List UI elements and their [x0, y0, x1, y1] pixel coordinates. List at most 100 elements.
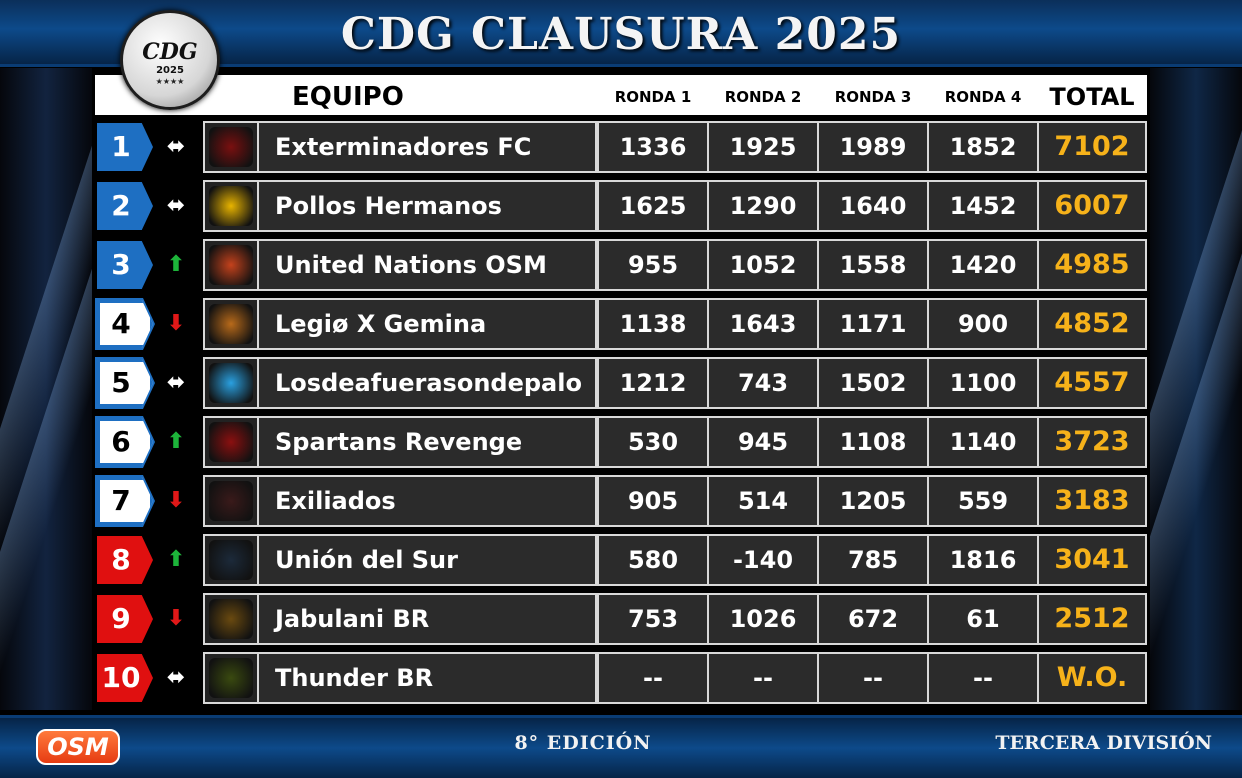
- team-crest: [203, 180, 259, 232]
- table-row: 1 ⬌ Exterminadores FC 1336 1925 1989 1852 7102: [95, 119, 1147, 175]
- header-team: EQUIPO: [292, 82, 404, 112]
- right-decor-panel: [1150, 68, 1242, 710]
- trend-up-icon: ⬆: [166, 252, 186, 277]
- header-round-2: RONDA 2: [724, 88, 802, 106]
- table-row: 4 ⬇ Legiø X Gemina 1138 1643 1171 900 4852: [95, 296, 1147, 352]
- crest-icon: [209, 127, 253, 167]
- team-crest: [203, 121, 259, 173]
- header-round-4: RONDA 4: [944, 88, 1022, 106]
- round-4-score: 1420: [927, 239, 1039, 291]
- round-2-score: 743: [707, 357, 819, 409]
- round-4-score: 1140: [927, 416, 1039, 468]
- total-score: W.O.: [1037, 652, 1147, 704]
- team-crest: [203, 593, 259, 645]
- total-score: 4852: [1037, 298, 1147, 350]
- header-round-1: RONDA 1: [614, 88, 692, 106]
- crest-icon: [209, 481, 253, 521]
- team-crest: [203, 652, 259, 704]
- round-1-score: 905: [597, 475, 709, 527]
- position-badge: 8: [97, 536, 153, 584]
- round-4-score: --: [927, 652, 1039, 704]
- trend-same-icon: ⬌: [166, 134, 186, 159]
- round-1-score: 1625: [597, 180, 709, 232]
- round-2-score: 1052: [707, 239, 819, 291]
- round-1-score: 580: [597, 534, 709, 586]
- round-1-score: 530: [597, 416, 709, 468]
- trend-same-icon: ⬌: [166, 193, 186, 218]
- trend-same-icon: ⬌: [166, 665, 186, 690]
- crest-icon: [209, 422, 253, 462]
- round-3-score: 1558: [817, 239, 929, 291]
- round-3-score: 785: [817, 534, 929, 586]
- round-1-score: 753: [597, 593, 709, 645]
- position-badge: 1: [97, 123, 153, 171]
- total-score: 2512: [1037, 593, 1147, 645]
- position-badge: 9: [97, 595, 153, 643]
- round-1-score: --: [597, 652, 709, 704]
- table-header: EQUIPO RONDA 1 RONDA 2 RONDA 3 RONDA 4 T…: [95, 75, 1147, 115]
- team-name: Jabulani BR: [257, 593, 597, 645]
- team-name: Exterminadores FC: [257, 121, 597, 173]
- round-3-score: 1989: [817, 121, 929, 173]
- round-4-score: 1816: [927, 534, 1039, 586]
- round-1-score: 1336: [597, 121, 709, 173]
- table-row: 6 ⬆ Spartans Revenge 530 945 1108 1140 3723: [95, 414, 1147, 470]
- position-badge: 4: [97, 300, 153, 348]
- team-crest: [203, 357, 259, 409]
- round-1-score: 1212: [597, 357, 709, 409]
- trend-up-icon: ⬆: [166, 547, 186, 572]
- edition-label: 8° EDICIÓN: [514, 732, 652, 754]
- team-name: Legiø X Gemina: [257, 298, 597, 350]
- round-2-score: 1643: [707, 298, 819, 350]
- round-2-score: -140: [707, 534, 819, 586]
- table-row: 3 ⬆ United Nations OSM 955 1052 1558 1420 4985: [95, 237, 1147, 293]
- left-decor-panel: [0, 68, 92, 710]
- round-2-score: 1026: [707, 593, 819, 645]
- round-2-score: 1925: [707, 121, 819, 173]
- position-badge: 7: [97, 477, 153, 525]
- position-badge: 10: [97, 654, 153, 702]
- crest-icon: [209, 658, 253, 698]
- round-4-score: 1852: [927, 121, 1039, 173]
- logo-year: 2025: [156, 65, 184, 76]
- round-1-score: 955: [597, 239, 709, 291]
- round-4-score: 61: [927, 593, 1039, 645]
- round-2-score: --: [707, 652, 819, 704]
- crest-icon: [209, 245, 253, 285]
- team-name: Exiliados: [257, 475, 597, 527]
- round-3-score: 1108: [817, 416, 929, 468]
- crest-icon: [209, 186, 253, 226]
- round-2-score: 1290: [707, 180, 819, 232]
- team-name: Pollos Hermanos: [257, 180, 597, 232]
- round-2-score: 945: [707, 416, 819, 468]
- cdg-logo: CDG 2025 ★★★★: [120, 10, 220, 110]
- team-name: Unión del Sur: [257, 534, 597, 586]
- crest-icon: [209, 304, 253, 344]
- position-badge: 6: [97, 418, 153, 466]
- round-3-score: 1171: [817, 298, 929, 350]
- division-label: TERCERA DIVISIÓN: [995, 732, 1212, 754]
- team-crest: [203, 475, 259, 527]
- total-score: 3041: [1037, 534, 1147, 586]
- team-crest: [203, 239, 259, 291]
- team-name: Losdeafuerasondepalo: [257, 357, 597, 409]
- trend-down-icon: ⬇: [166, 488, 186, 513]
- total-score: 6007: [1037, 180, 1147, 232]
- trend-down-icon: ⬇: [166, 311, 186, 336]
- round-1-score: 1138: [597, 298, 709, 350]
- header-total: TOTAL: [1049, 83, 1135, 111]
- table-row: 8 ⬆ Unión del Sur 580 -140 785 1816 3041: [95, 532, 1147, 588]
- logo-text: CDG: [142, 39, 198, 65]
- round-3-score: 1205: [817, 475, 929, 527]
- round-4-score: 1452: [927, 180, 1039, 232]
- total-score: 4557: [1037, 357, 1147, 409]
- total-score: 7102: [1037, 121, 1147, 173]
- team-crest: [203, 416, 259, 468]
- team-crest: [203, 534, 259, 586]
- round-3-score: 1640: [817, 180, 929, 232]
- position-badge: 3: [97, 241, 153, 289]
- table-row: 9 ⬇ Jabulani BR 753 1026 672 61 2512: [95, 591, 1147, 647]
- team-name: Thunder BR: [257, 652, 597, 704]
- table-row: 7 ⬇ Exiliados 905 514 1205 559 3183: [95, 473, 1147, 529]
- round-2-score: 514: [707, 475, 819, 527]
